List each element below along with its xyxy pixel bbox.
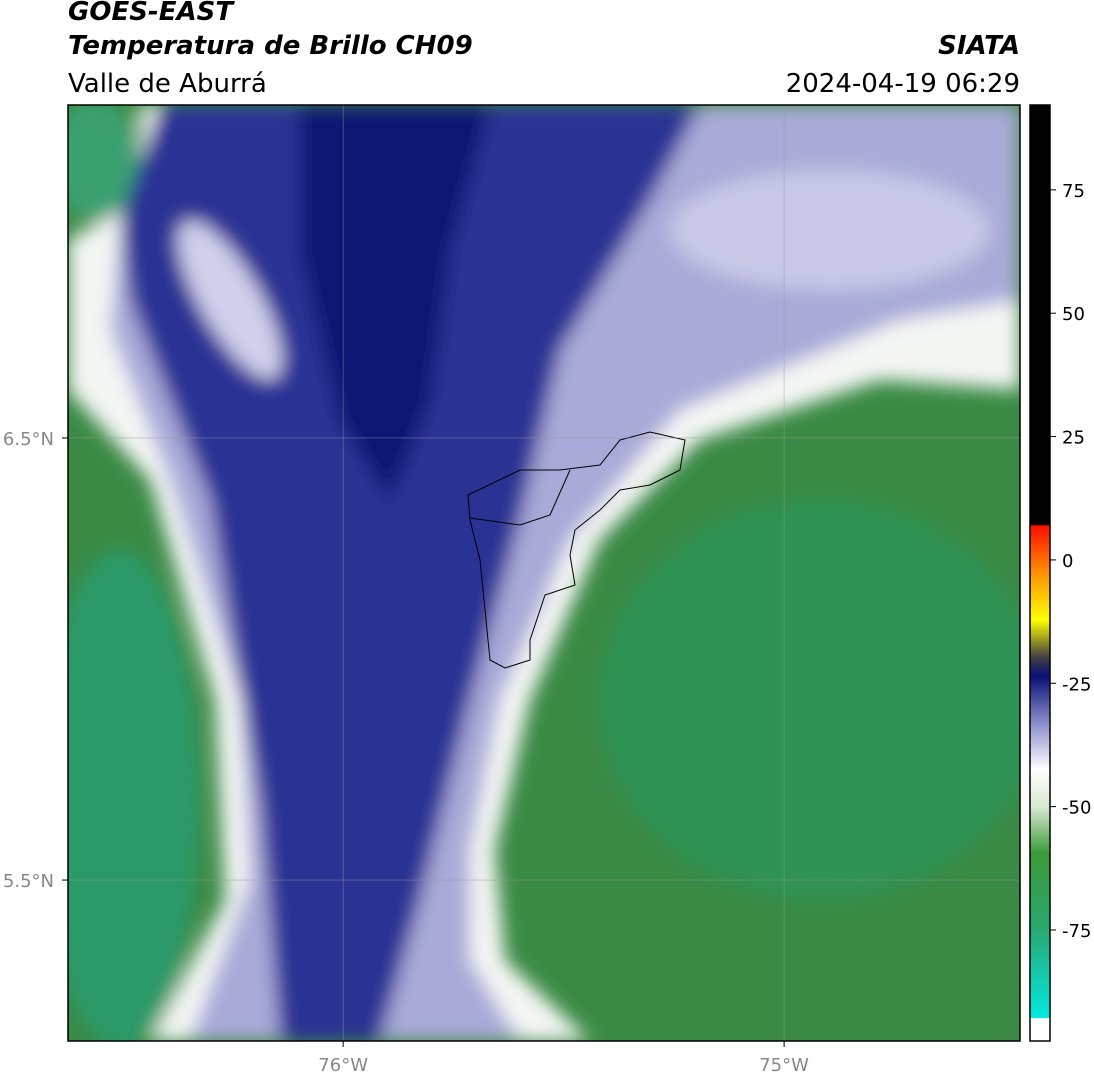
municipality-borders [469,469,571,526]
y-tick-label: 5.5°N [3,871,54,892]
colorbar-label: 25 [1062,428,1085,449]
satellite-image [68,105,1020,1041]
colorbar [1029,104,1051,1042]
colorbar-label: 75 [1062,181,1085,202]
title: GOES-EAST [68,0,235,27]
y-tick-label: 6.5°N [3,429,54,450]
colorbar-label: -75 [1062,921,1091,942]
region: Valle de Aburrá [68,69,267,99]
x-tick-label: 76°W [318,1055,368,1076]
grid [68,105,1020,1041]
x-tick-label: 75°W [759,1055,809,1076]
map-frame [67,104,1021,1042]
colorbar-label: -25 [1062,674,1091,695]
colorbar-label: 50 [1062,304,1085,325]
datetime: 2024-04-19 06:29 [786,69,1020,99]
valley-outline [467,431,686,669]
subtitle: Temperatura de Brillo CH09 [68,31,473,61]
source: SIATA [938,31,1020,61]
colorbar-label: -50 [1062,798,1091,819]
colorbar-label: 0 [1062,551,1073,572]
